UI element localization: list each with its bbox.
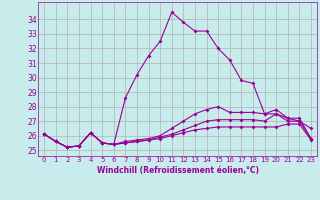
X-axis label: Windchill (Refroidissement éolien,°C): Windchill (Refroidissement éolien,°C) — [97, 166, 259, 175]
